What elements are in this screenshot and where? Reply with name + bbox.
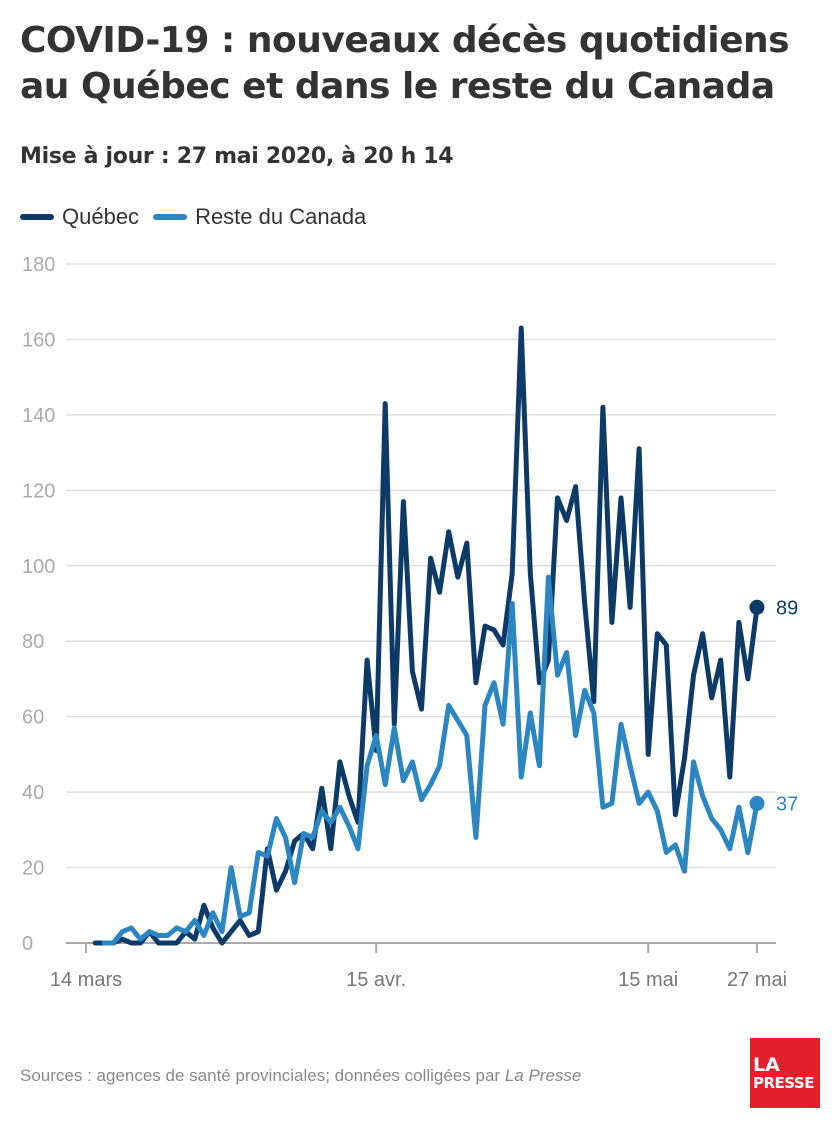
series-end-label-1: 37 xyxy=(776,793,798,815)
x-tick-label-1: 15 avr. xyxy=(346,969,406,991)
chart-subtitle: Mise à jour : 27 mai 2020, à 20 h 14 xyxy=(20,144,454,169)
y-tick-label-180: 180 xyxy=(22,254,55,276)
x-tick-label-3: 27 mai xyxy=(727,969,787,991)
series-end-point-0 xyxy=(749,599,765,615)
legend-swatch-quebec xyxy=(20,214,54,220)
y-tick-label-0: 0 xyxy=(22,933,33,955)
logo-line-1: LA xyxy=(753,1053,780,1076)
y-tick-label-40: 40 xyxy=(22,782,44,804)
y-tick-label-100: 100 xyxy=(22,556,55,578)
series-end-point-1 xyxy=(749,795,765,811)
y-tick-label-60: 60 xyxy=(22,707,44,729)
y-tick-label-80: 80 xyxy=(22,631,44,653)
y-tick-label-160: 160 xyxy=(22,329,55,351)
chart-title: COVID-19 : nouveaux décès quotidiens au … xyxy=(20,20,790,107)
legend-label-quebec: Québec xyxy=(62,204,140,229)
y-tick-label-20: 20 xyxy=(22,858,44,880)
source-note: Sources : agences de santé provinciales;… xyxy=(20,1066,581,1086)
la-presse-logo: LA PRESSE xyxy=(750,1038,820,1108)
legend-item-quebec: Québec xyxy=(20,204,139,230)
x-tick-label-0: 14 mars xyxy=(50,969,122,991)
source-text: Sources : agences de santé provinciales;… xyxy=(20,1066,505,1085)
series-line-0 xyxy=(92,325,760,946)
legend-label-reste: Reste du Canada xyxy=(195,204,367,229)
legend-swatch-reste xyxy=(153,214,188,220)
y-tick-label-140: 140 xyxy=(22,405,55,427)
y-tick-label-120: 120 xyxy=(22,480,55,502)
x-tick-label-2: 15 mai xyxy=(618,969,678,991)
line-chart: 0 20 40 60 80 100 120 140 160 180 14 mars 15 avr. 15… xyxy=(22,254,798,991)
source-publisher: La Presse xyxy=(504,1066,582,1085)
series-end-label-0: 89 xyxy=(776,597,798,619)
logo-line-2: PRESSE xyxy=(753,1073,814,1092)
series-line-1 xyxy=(101,574,760,946)
legend: Québec Reste du Canada xyxy=(20,200,380,234)
legend-item-reste: Reste du Canada xyxy=(153,204,366,230)
